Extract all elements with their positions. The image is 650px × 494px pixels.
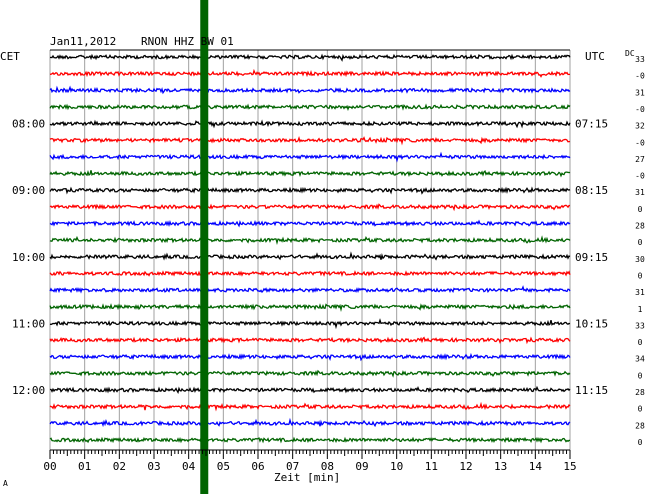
trace-9 [49, 203, 571, 212]
trace-18 [49, 352, 571, 362]
right-time-label: 10:15 [575, 317, 608, 330]
trace-12 [49, 251, 571, 261]
trace-21 [49, 401, 571, 412]
dc-offset-label: 1 [638, 305, 643, 314]
dc-offset-label: 28 [635, 421, 645, 430]
dc-offset-label: 0 [638, 371, 643, 380]
trace-1 [49, 68, 571, 78]
x-tick-label: 01 [78, 460, 91, 473]
traces [49, 52, 571, 444]
left-time-labels: 08:00 09:00 10:00 11:00 12:00 [12, 118, 45, 397]
right-time-label: 09:15 [575, 251, 608, 264]
trace-4 [49, 119, 571, 129]
dc-offset-label: 28 [635, 222, 645, 231]
x-tick-label: 15 [563, 460, 576, 473]
dc-offset-label: 31 [635, 288, 645, 297]
dc-offset-label: 28 [635, 388, 645, 397]
dc-offset-label: -0 [635, 72, 645, 81]
station-label: RNON HHZ BW 01 [141, 35, 234, 48]
trace-23 [49, 436, 571, 444]
dc-offset-label: 0 [638, 205, 643, 214]
right-zone-label: UTC [585, 50, 605, 63]
dc-offset-label: 0 [638, 405, 643, 414]
x-tick-label: 03 [147, 460, 160, 473]
x-tick-label: 11 [425, 460, 438, 473]
x-tick-label: 13 [494, 460, 507, 473]
trace-15 [49, 303, 571, 312]
dc-offset-label: 34 [635, 355, 645, 364]
left-zone-label: CET [0, 50, 20, 63]
x-tick-label: 02 [113, 460, 126, 473]
x-tick-label: 07 [286, 460, 299, 473]
trace-7 [49, 169, 571, 178]
dc-offset-label: -0 [635, 138, 645, 147]
dc-offset-label: 0 [638, 238, 643, 247]
trace-10 [49, 219, 571, 228]
trace-13 [49, 270, 571, 277]
left-time-label: 08:00 [12, 118, 45, 131]
right-time-labels: 07:15 08:15 09:15 10:15 11:15 [575, 118, 608, 397]
right-time-label: 11:15 [575, 384, 608, 397]
trace-20 [49, 385, 571, 394]
x-tick-label: 04 [182, 460, 196, 473]
grid [49, 49, 571, 450]
dc-offset-label: 30 [635, 255, 645, 264]
x-tick-label: 14 [529, 460, 543, 473]
dc-offset-label: 0 [638, 438, 643, 447]
dc-label: DC [625, 49, 635, 58]
left-time-label: 12:00 [12, 384, 45, 397]
right-time-label: 07:15 [575, 118, 608, 131]
x-axis-label: Zeit [min] [274, 471, 340, 484]
dc-offset-label: 33 [635, 55, 645, 64]
footer-mark: A [3, 479, 8, 488]
x-axis: 00 01 02 03 04 05 06 07 08 09 10 11 12 13 14 15 [43, 449, 577, 473]
left-time-label: 10:00 [12, 251, 45, 264]
trace-16 [49, 318, 571, 330]
x-tick-label: 00 [43, 460, 56, 473]
dc-offset-label: 32 [635, 122, 645, 131]
trace-22 [49, 417, 571, 428]
trace-3 [49, 103, 571, 111]
dc-offset-label: 31 [635, 188, 645, 197]
dc-offset-label: 0 [638, 271, 643, 280]
trace-5 [49, 135, 571, 146]
dc-offset-label: 33 [635, 321, 645, 330]
dc-offset-label: 31 [635, 88, 645, 97]
date-label: Jan11,2012 [50, 35, 116, 48]
dc-offset-label: -0 [635, 172, 645, 181]
x-tick-label: 12 [459, 460, 472, 473]
x-tick-label: 08 [321, 460, 334, 473]
right-time-label: 08:15 [575, 184, 608, 197]
x-tick-label: 09 [355, 460, 368, 473]
dc-offset-label: -0 [635, 105, 645, 114]
trace-19 [49, 369, 571, 378]
trace-17 [49, 336, 571, 345]
event-marker [200, 0, 209, 494]
dc-offset-label: 0 [638, 338, 643, 347]
trace-6 [49, 151, 571, 163]
trace-2 [49, 85, 571, 95]
left-time-label: 09:00 [12, 184, 45, 197]
trace-0 [49, 52, 571, 62]
x-tick-label: 10 [390, 460, 403, 473]
trace-14 [49, 285, 571, 294]
trace-8 [49, 186, 571, 195]
x-tick-label: 05 [217, 460, 230, 473]
dc-offset-labels: 33 -0 31 -0 32 -0 27 -0 31 0 28 0 30 0 31 1 33 0 34 0 28 0 28 0 [635, 55, 645, 447]
left-time-label: 11:00 [12, 317, 45, 330]
trace-11 [49, 235, 571, 245]
dc-offset-label: 27 [635, 155, 645, 164]
x-tick-label: 06 [251, 460, 264, 473]
